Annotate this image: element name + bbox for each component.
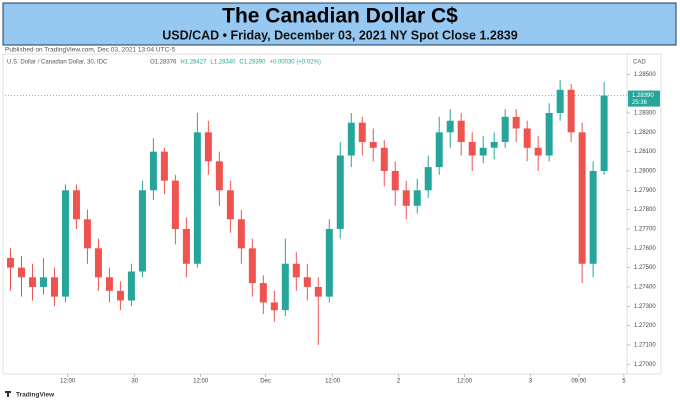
candle-body [369, 141, 377, 148]
y-tick-label: 1.28000 [634, 169, 656, 175]
y-tick-label: 1.27800 [634, 207, 656, 213]
y-tick-label: 1.28100 [634, 149, 656, 155]
countdown-label: 25:36 [632, 100, 648, 106]
chart-frame [2, 53, 662, 375]
candle-body [72, 190, 80, 220]
legend-item: O1.28376 [150, 60, 177, 66]
y-tick-label: 1.27900 [634, 188, 656, 194]
x-tick-label: 5 [622, 379, 626, 385]
candle-body [138, 190, 146, 272]
x-tick-label: 3 [529, 379, 533, 385]
last-price-box [628, 90, 660, 107]
candle-body [545, 112, 553, 156]
y-tick-label: 1.27300 [634, 304, 656, 310]
candle-body [314, 286, 322, 297]
candle-body [28, 277, 36, 287]
candle-body [424, 167, 432, 191]
candle-body [512, 116, 520, 129]
candle-body [61, 190, 69, 297]
candle-body [171, 180, 179, 229]
legend-item: C1.28390 [239, 60, 266, 66]
candle-body [358, 122, 366, 142]
candle-body [259, 283, 267, 303]
candle-body [457, 120, 465, 142]
candle-body [347, 122, 355, 156]
candle-body [292, 263, 300, 278]
chart-subtitle: USD/CAD • Friday, December 03, 2021 NY S… [162, 28, 517, 42]
candle-body [50, 277, 58, 297]
candle-body [281, 263, 289, 311]
candle-body [490, 141, 498, 148]
candle-body [523, 128, 531, 148]
logo-text: TradingView [16, 392, 55, 399]
candle-body [380, 147, 388, 171]
candle-body [83, 219, 91, 249]
candle-body [556, 89, 564, 113]
ohlc-legend: O1.28376 H1.28427 L1.28340 C1.28390 +0.00030… [150, 60, 321, 66]
x-tick-label: 12:00 [193, 379, 209, 385]
candle-body [479, 147, 487, 156]
x-tick-label: 30 [131, 379, 138, 385]
x-tick-label: 2 [397, 379, 401, 385]
candle-body [248, 248, 256, 284]
candle-body [6, 257, 14, 268]
candle-body [468, 141, 476, 156]
x-tick-label: 12:00 [60, 379, 76, 385]
x-tick-label: 12:00 [325, 379, 341, 385]
symbol-label: U.S. Dollar / Canadian Dollar, 30, IDC [7, 60, 108, 66]
candle-body [402, 190, 410, 206]
candle-body [501, 116, 509, 142]
candle-body [39, 277, 47, 287]
logo-icon [5, 391, 11, 397]
legend-item: L1.28340 [210, 60, 236, 66]
y-tick-label: 1.27200 [634, 323, 656, 329]
candle-body [182, 228, 190, 264]
candle-body [270, 302, 278, 311]
x-tick-label: Dec [260, 379, 271, 385]
chart-title: The Canadian Dollar C$ [222, 5, 458, 28]
candle-body [534, 147, 542, 156]
legend-item: +0.00030 (+0.02%) [269, 60, 320, 66]
candle-body [193, 132, 201, 264]
candle-body [105, 277, 113, 291]
candle-body [600, 95, 608, 171]
candle-body [160, 151, 168, 181]
x-tick-label: 09:00 [571, 379, 587, 385]
y-tick-label: 1.27700 [634, 227, 656, 233]
y-tick-label: 1.27600 [634, 246, 656, 252]
candle-body [446, 120, 454, 133]
candle-body [567, 89, 575, 133]
legend-item: H1.28427 [180, 60, 207, 66]
candle-body [204, 132, 212, 162]
candle-body [237, 219, 245, 249]
candle-body [413, 190, 421, 206]
y-tick-label: 1.27400 [634, 285, 656, 291]
candle-body [215, 161, 223, 191]
candle-body [149, 151, 157, 191]
currency-label: CAD [633, 60, 646, 66]
candle-body [578, 132, 586, 264]
candle-body [435, 132, 443, 168]
y-tick-label: 1.28200 [634, 130, 656, 136]
candle-body [116, 290, 124, 301]
last-price-label: 1.28390 [632, 93, 654, 99]
y-tick-label: 1.27000 [634, 362, 656, 368]
published-note: Published on TradingView.com, Dec 03, 20… [5, 47, 175, 54]
candle-body [325, 228, 333, 297]
y-tick-label: 1.28300 [634, 111, 656, 117]
y-tick-label: 1.27500 [634, 265, 656, 271]
candle-body [17, 267, 25, 278]
candle-body [226, 190, 234, 220]
candle-body [127, 271, 135, 301]
x-tick-label: 12:00 [457, 379, 473, 385]
candle-body [303, 277, 311, 287]
candle-body [589, 170, 597, 264]
candle-body [391, 170, 399, 191]
header-banner [2, 2, 677, 46]
y-tick-label: 1.27100 [634, 343, 656, 349]
y-tick-label: 1.28500 [634, 72, 656, 78]
candle-body [336, 155, 344, 229]
candle-body [94, 248, 102, 278]
